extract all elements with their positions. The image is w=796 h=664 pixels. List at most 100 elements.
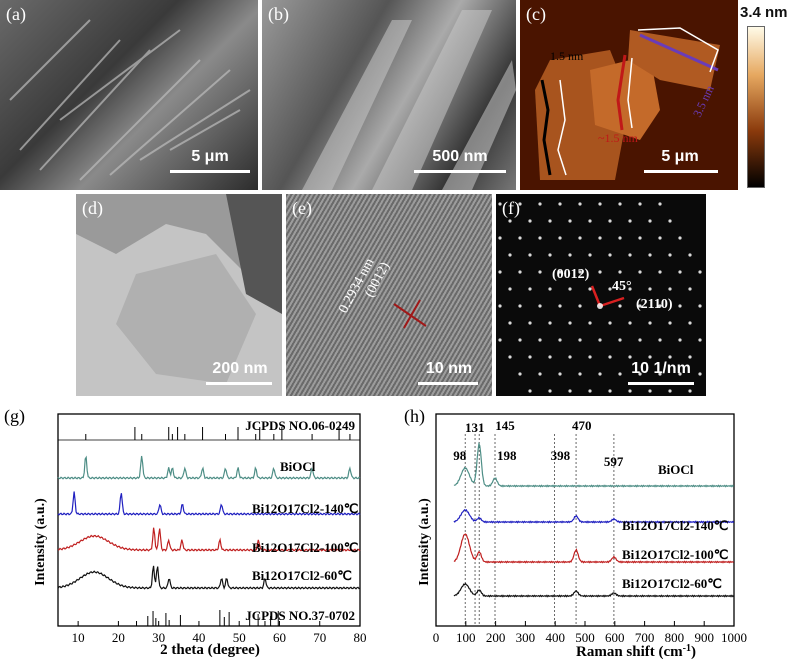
panel-f-saed-pattern: (0012) 45° (2110) (f) 10 1/nm: [496, 194, 706, 396]
diffraction-spot: [608, 355, 612, 359]
diffraction-spot: [588, 253, 592, 257]
scale-bar-label: 5 μm: [191, 148, 229, 165]
scale-bar: [644, 170, 718, 173]
peak-label: 131: [465, 420, 485, 435]
panel-label: (b): [268, 4, 289, 24]
panel-label: (e): [292, 198, 312, 218]
x-tick-label: 200: [486, 630, 506, 645]
diffraction-spot: [648, 219, 652, 223]
diffraction-spot: [668, 253, 672, 257]
peak-label: 398: [551, 448, 571, 463]
series-line: [57, 491, 361, 516]
diffraction-spot: [558, 372, 562, 376]
x-tick-label: 1000: [721, 630, 747, 645]
peak-label: 145: [495, 418, 515, 433]
diffraction-spot: [618, 236, 622, 240]
diffraction-spot: [648, 287, 652, 291]
x-tick-label: 900: [694, 630, 714, 645]
series-line: [453, 441, 735, 488]
spot-index-label: (0012): [552, 267, 590, 282]
diffraction-spot: [658, 372, 662, 376]
diffraction-spot: [498, 236, 502, 240]
scale-bar: [418, 382, 478, 385]
x-tick-label: 0: [433, 630, 440, 645]
colorbar-max-label: 3.4 nm: [740, 4, 788, 21]
y-axis-label: Intensity (a.u.): [417, 498, 432, 586]
sem-flakes-texture: [9, 19, 251, 181]
x-tick-label: 60: [273, 630, 286, 645]
diffraction-spot: [508, 253, 512, 257]
panel-d-tem-image: (d) 200 nm: [76, 194, 282, 396]
diffraction-spot: [638, 202, 642, 206]
diffraction-spot: [638, 304, 642, 308]
diffraction-spot: [658, 236, 662, 240]
y-axis-label: Intensity (a.u.): [33, 498, 48, 586]
diffraction-spot: [538, 338, 542, 342]
diffraction-spot: [568, 253, 572, 257]
diffraction-spot: [588, 219, 592, 223]
x-tick-label: 50: [233, 630, 246, 645]
diffraction-spot: [578, 304, 582, 308]
diffraction-spot: [618, 338, 622, 342]
diffraction-spot: [538, 372, 542, 376]
diffraction-spot: [588, 355, 592, 359]
series-label: Bi12O17Cl2-60℃: [622, 576, 722, 591]
diffraction-spot: [688, 389, 692, 393]
diffraction-spot: [618, 270, 622, 274]
diffraction-spot: [638, 372, 642, 376]
reference-label: JCPDS NO.37-0702: [245, 608, 355, 623]
diffraction-spot: [648, 321, 652, 325]
scale-bar-label: 5 μm: [661, 148, 699, 165]
series-label: Bi12O17Cl2-140℃: [622, 518, 728, 533]
diffraction-spot: [628, 321, 632, 325]
tem-sheet-texture: [76, 194, 282, 384]
panel-label: (c): [526, 4, 546, 24]
x-tick-label: 800: [665, 630, 685, 645]
diffraction-spot: [548, 389, 552, 393]
diffraction-spot: [678, 270, 682, 274]
diffraction-spot: [578, 236, 582, 240]
scale-bar-label: 500 nm: [432, 148, 488, 165]
diffraction-spot: [688, 321, 692, 325]
diffraction-spot: [658, 202, 662, 206]
diffraction-spot: [518, 202, 522, 206]
diffraction-spot: [608, 253, 612, 257]
diffraction-spot: [588, 287, 592, 291]
diffraction-spot: [518, 304, 522, 308]
diffraction-spot: [508, 355, 512, 359]
diffraction-spot: [568, 321, 572, 325]
diffraction-spot: [598, 236, 602, 240]
diffraction-spot: [518, 338, 522, 342]
diffraction-spot: [518, 270, 522, 274]
peak-label: 198: [497, 448, 517, 463]
diffraction-spot: [608, 389, 612, 393]
diffraction-spot: [538, 304, 542, 308]
series-line: [57, 527, 361, 552]
diffraction-spot: [558, 202, 562, 206]
diffraction-spot: [548, 321, 552, 325]
raman-chart: (h) Intensity (a.u.) Raman shift (cm-1) …: [404, 406, 747, 660]
series-label: BiOCl: [280, 459, 316, 474]
series-label: Bi12O17Cl2-100℃: [622, 547, 728, 562]
panel-e-hrtem-image: 0.2934 nm (0012) (e) 10 nm: [286, 194, 492, 396]
diffraction-spot: [558, 236, 562, 240]
peak-label: 98: [453, 448, 466, 463]
diffraction-spot: [608, 219, 612, 223]
diffraction-spot: [578, 270, 582, 274]
diffraction-spot: [598, 270, 602, 274]
hrtem-overlay: 0.2934 nm (0012): [336, 256, 427, 329]
x-axis-label: 2 theta (degree): [160, 642, 260, 658]
diffraction-spot: [598, 338, 602, 342]
diffraction-spot: [568, 355, 572, 359]
diffraction-spot: [568, 389, 572, 393]
diffraction-spot: [668, 355, 672, 359]
diffraction-spot: [568, 219, 572, 223]
diffraction-spot: [558, 304, 562, 308]
diffraction-spot: [568, 287, 572, 291]
reference-label: JCPDS NO.06-0249: [245, 418, 355, 433]
diffraction-spot: [597, 303, 603, 309]
series-line: [57, 565, 361, 590]
diffraction-spot: [688, 355, 692, 359]
scale-bar-label: 200 nm: [212, 360, 268, 377]
panel-c-afm-image: 1.5 nm ~1.5 nm 3.5 nm (c) 5 μm: [520, 0, 738, 190]
